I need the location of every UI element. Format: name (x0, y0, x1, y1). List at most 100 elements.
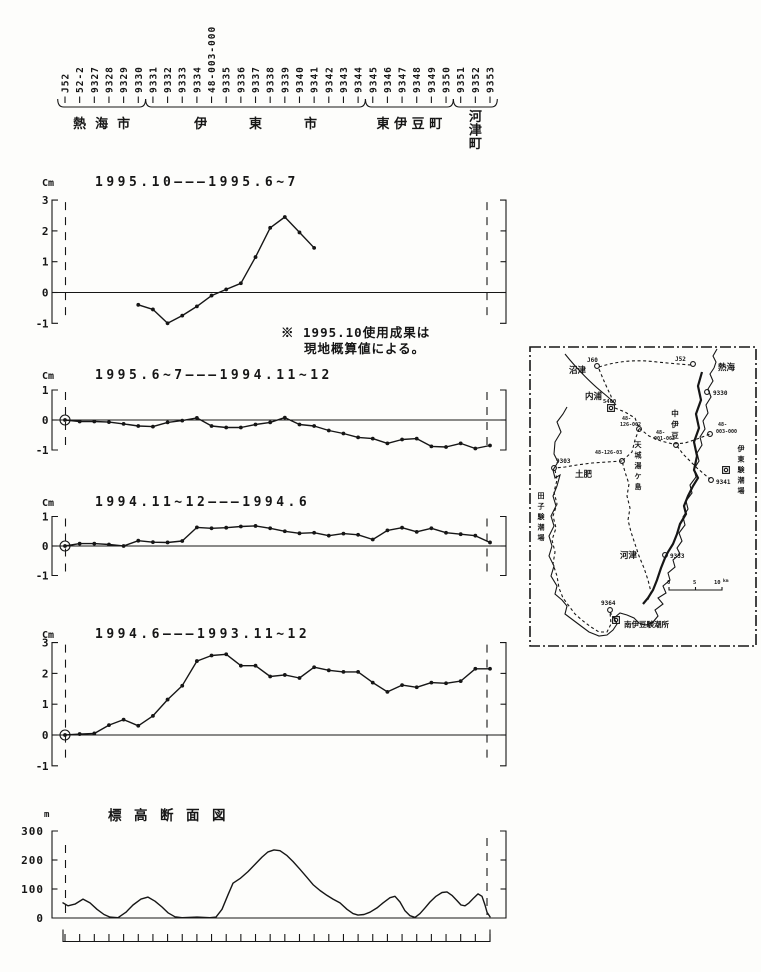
data-point (92, 541, 97, 546)
benchmark-label: 9343 (339, 66, 350, 93)
municipality-bracket (145, 98, 366, 108)
benchmark-point (551, 465, 557, 471)
y-tick-label: 1 (42, 256, 49, 269)
map-place-label-char: 豆 (671, 431, 679, 440)
data-point (194, 416, 199, 420)
data-point (356, 435, 361, 440)
map-route-label: 48- (656, 430, 665, 436)
data-point (224, 425, 229, 430)
benchmark-label: 9353 (486, 66, 497, 93)
benchmark-label: 48-003-000 (207, 26, 218, 93)
y-tick-label: 3 (42, 637, 48, 650)
benchmark-point (708, 477, 714, 483)
note-line-1: ※ 1995.10使用成果は (281, 325, 431, 340)
route-nakaizu-ito (676, 445, 711, 480)
data-point (326, 533, 331, 538)
data-point (151, 540, 155, 545)
profile-title-char: 面 (186, 808, 200, 824)
data-point (312, 245, 317, 250)
map-place-label-char: 潮 (738, 476, 745, 485)
benchmark-point (704, 389, 710, 395)
data-point (473, 533, 478, 538)
data-point (165, 321, 170, 326)
chart-title: 1994.11~12―――1994.6 (95, 495, 310, 510)
route-north (598, 360, 692, 368)
data-point (121, 544, 126, 548)
chart-period-1: Cm 1995.10―――1995.6~7 3 2 1 0 -1 (36, 175, 507, 330)
map-place-label-char: 潮 (538, 523, 545, 532)
data-point (238, 663, 243, 668)
benchmark-label: 9333 (178, 66, 189, 93)
map-place-label: 南伊豆験潮所 (624, 619, 669, 629)
data-point (77, 732, 82, 736)
data-point (180, 418, 185, 423)
displacement-line (64, 525, 491, 547)
data-point (297, 230, 302, 235)
benchmark-label: 9346 (383, 66, 394, 93)
data-point (282, 215, 287, 219)
data-point (444, 530, 448, 535)
data-point (180, 683, 185, 688)
map-place-label-char: 中 (671, 408, 679, 418)
east-coast-route-line (642, 371, 704, 605)
municipality-name-char: 熱 (73, 116, 86, 132)
benchmark-point (690, 361, 696, 367)
y-axis-left-bracket (51, 830, 58, 919)
y-tick-label: 0 (42, 540, 48, 553)
peninsula-coastline (548, 367, 715, 637)
data-point (429, 444, 434, 449)
y-axis-unit: Cm (42, 371, 54, 382)
mainland-coastline (564, 353, 617, 406)
map-scale-label: 10 (714, 580, 721, 586)
route-toi-branch (554, 460, 623, 469)
municipality-name-char: 伊 (393, 116, 407, 132)
data-point (341, 669, 346, 674)
y-tick-label: 300 (21, 825, 44, 838)
benchmark-label: 52-2 (75, 66, 86, 93)
data-point (458, 441, 463, 446)
benchmark-label: 9328 (104, 66, 115, 93)
municipality-name-char: 河 (469, 109, 482, 125)
data-point (194, 525, 199, 530)
chart-period-3: Cm 1994.11~12―――1994.6 1 0 -1 (36, 495, 507, 583)
data-point (312, 665, 317, 670)
benchmark-point (619, 458, 625, 464)
municipality-name-char: 伊 (193, 116, 207, 132)
data-point (370, 436, 375, 441)
benchmark-label: 9345 (368, 66, 379, 93)
y-tick-label: -1 (36, 760, 49, 773)
data-point (370, 537, 375, 542)
data-point (107, 420, 111, 424)
data-point (63, 418, 67, 422)
data-point (136, 538, 141, 543)
data-point (429, 680, 434, 685)
data-point (107, 723, 111, 728)
data-point (63, 733, 67, 737)
chart-period-4: Cm 1994.6―――1993.11~12 3 2 1 0 -1 (36, 627, 507, 773)
data-point (414, 529, 419, 534)
benchmark-point (662, 552, 668, 558)
y-tick-label: 100 (21, 883, 44, 896)
data-point (151, 424, 155, 429)
y-tick-label: 0 (36, 912, 44, 925)
benchmark-label: 9336 (236, 66, 247, 93)
benchmark-label: 9348 (412, 66, 423, 93)
data-point (341, 431, 346, 436)
note-line-2: 現地概算値による。 (304, 341, 426, 356)
atami-coastline (712, 348, 718, 369)
map-place-label: 土肥 (575, 469, 593, 480)
benchmark-label: 9332 (163, 66, 174, 93)
data-point (473, 666, 478, 671)
data-point (488, 443, 492, 448)
benchmark-label: 9349 (427, 66, 438, 93)
data-point (414, 436, 419, 441)
benchmark-label: 9329 (119, 66, 130, 93)
route-numazu-uchiura (598, 368, 614, 407)
displacement-line (64, 416, 491, 450)
chart-period-2: Cm 1995.6~7―――1994.11~12 1 0 -1 (36, 368, 507, 457)
municipality-name-char: 津 (469, 123, 482, 139)
municipality-name-char: 町 (429, 117, 442, 132)
y-tick-label: 0 (42, 287, 48, 300)
tide-station-symbol (723, 467, 729, 473)
